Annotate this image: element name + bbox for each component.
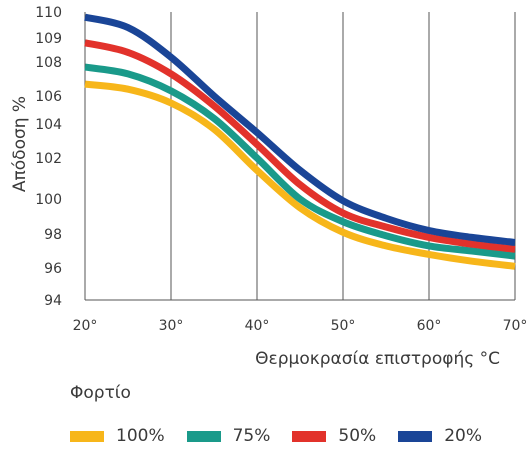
legend-swatch bbox=[70, 430, 104, 442]
legend-label: 20% bbox=[444, 426, 482, 446]
x-tick-label: 60° bbox=[417, 318, 442, 334]
series-line-20pct bbox=[84, 13, 516, 246]
y-tick-label: 108 bbox=[35, 55, 62, 71]
legend-swatch bbox=[186, 430, 221, 442]
y-tick-label: 100 bbox=[35, 192, 62, 208]
x-tick-labels: 20° 30° 40° 50° 60° 70° bbox=[73, 318, 528, 334]
y-tick-label: 109 bbox=[35, 31, 62, 47]
legend-title: Φορτίο bbox=[70, 383, 131, 403]
legend-swatch bbox=[398, 430, 433, 442]
legend: 100% 75% 50% 20% bbox=[70, 426, 504, 446]
x-axis-title: Θερμοκρασία επιστροφής °C bbox=[255, 349, 500, 369]
legend-item-75pct: 75% bbox=[186, 426, 271, 446]
legend-item-20pct: 20% bbox=[398, 426, 482, 446]
legend-label: 100% bbox=[116, 426, 165, 446]
y-tick-label: 102 bbox=[35, 151, 62, 167]
y-tick-label: 104 bbox=[35, 117, 62, 133]
legend-label: 50% bbox=[338, 426, 377, 446]
y-tick-label: 106 bbox=[35, 89, 62, 105]
y-axis-title: Απόδοση % bbox=[10, 96, 30, 192]
series-line-75pct bbox=[84, 63, 516, 260]
y-tick-label: 94 bbox=[44, 293, 62, 309]
x-tick-label: 50° bbox=[331, 318, 356, 334]
y-tick-label: 110 bbox=[35, 5, 62, 21]
x-tick-label: 20° bbox=[73, 318, 98, 334]
legend-item-50pct: 50% bbox=[292, 426, 376, 446]
legend-swatch bbox=[292, 430, 327, 442]
series-line-100pct bbox=[84, 80, 516, 270]
series-lines bbox=[84, 13, 516, 270]
axes bbox=[84, 12, 515, 301]
x-tick-label: 30° bbox=[159, 318, 184, 334]
y-tick-labels: 94 96 98 100 102 104 106 108 109 110 bbox=[35, 5, 62, 309]
legend-item-100pct: 100% bbox=[70, 426, 165, 446]
y-tick-label: 96 bbox=[44, 261, 62, 277]
x-tick-label: 40° bbox=[245, 318, 270, 334]
x-tick-label: 70° bbox=[503, 318, 528, 334]
series-line-50pct bbox=[84, 39, 516, 253]
legend-label: 75% bbox=[232, 426, 271, 446]
y-tick-label: 98 bbox=[44, 227, 62, 243]
